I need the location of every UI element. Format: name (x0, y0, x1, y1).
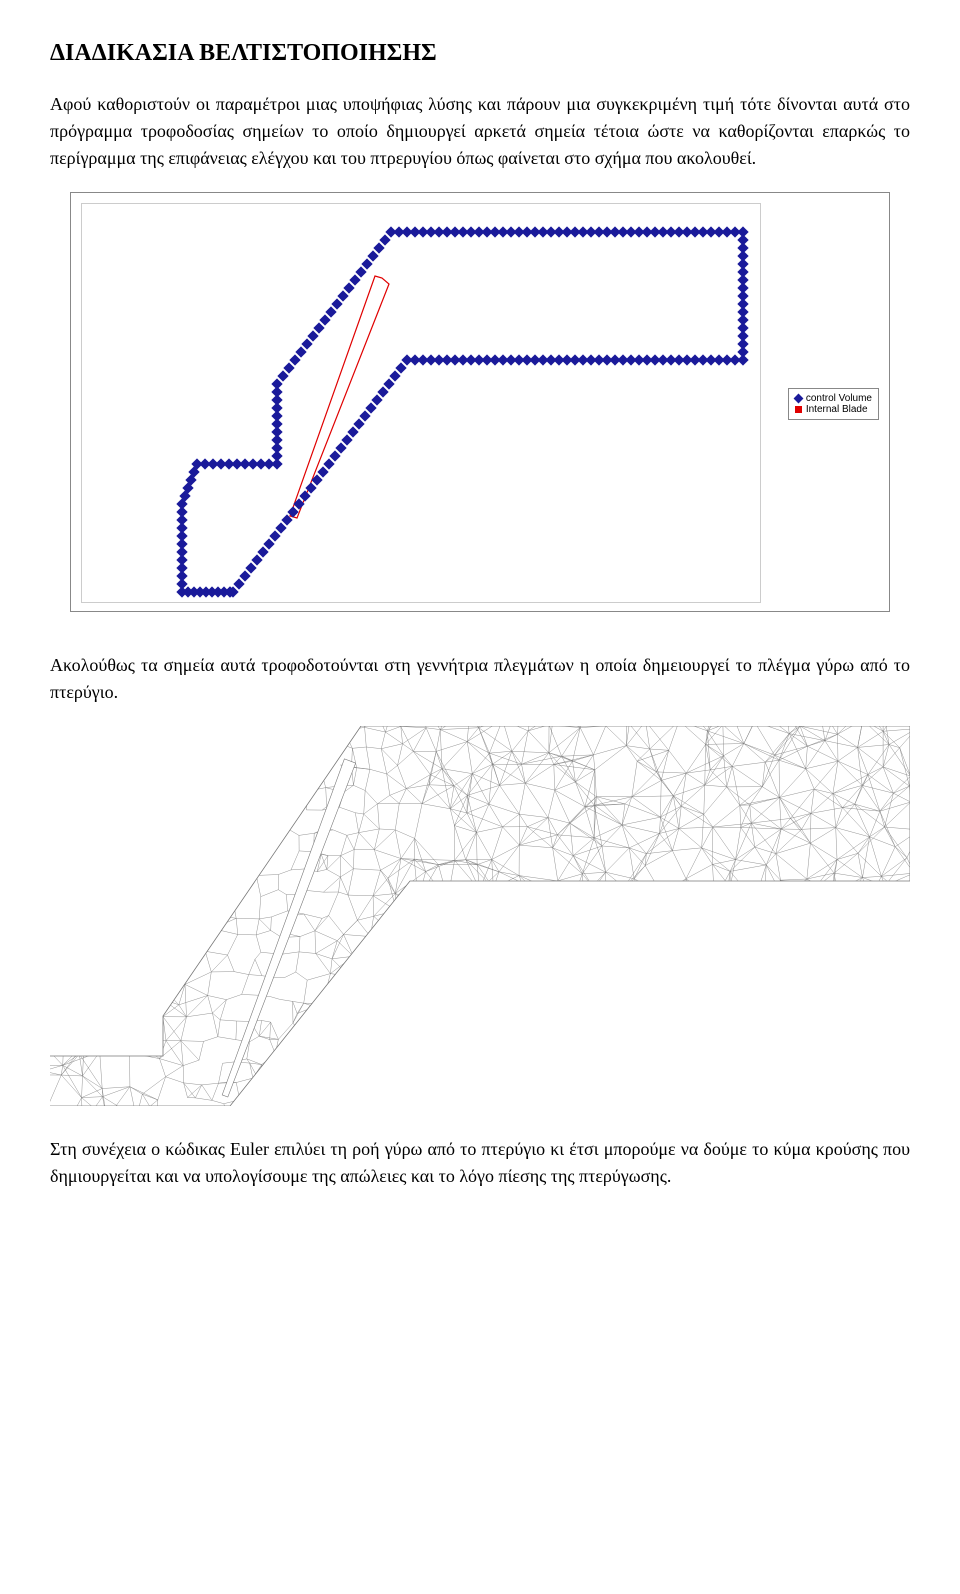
legend-item-internal-blade: Internal Blade (795, 404, 872, 415)
legend-label: Internal Blade (806, 404, 868, 415)
paragraph-1: Αφού καθοριστούν οι παραμέτροι μιας υποψ… (50, 91, 910, 172)
square-icon (795, 406, 802, 413)
legend-label: control Volume (806, 393, 872, 404)
chart-canvas-svg (82, 204, 760, 602)
chart-legend: control Volume Internal Blade (788, 388, 879, 420)
diamond-icon (793, 394, 803, 404)
control-volume-chart: control Volume Internal Blade (70, 192, 890, 612)
page-title: ΔΙΑΔΙΚΑΣΙΑ ΒΕΛΤΙΣΤΟΠΟΙΗΣΗΣ (50, 40, 910, 67)
mesh-svg (50, 726, 910, 1106)
paragraph-3: Στη συνέχεια ο κώδικας Euler επιλύει τη … (50, 1136, 910, 1190)
paragraph-2: Ακολούθως τα σημεία αυτά τροφοδοτούνται … (50, 652, 910, 706)
legend-item-control-volume: control Volume (795, 393, 872, 404)
mesh-figure (50, 726, 910, 1106)
